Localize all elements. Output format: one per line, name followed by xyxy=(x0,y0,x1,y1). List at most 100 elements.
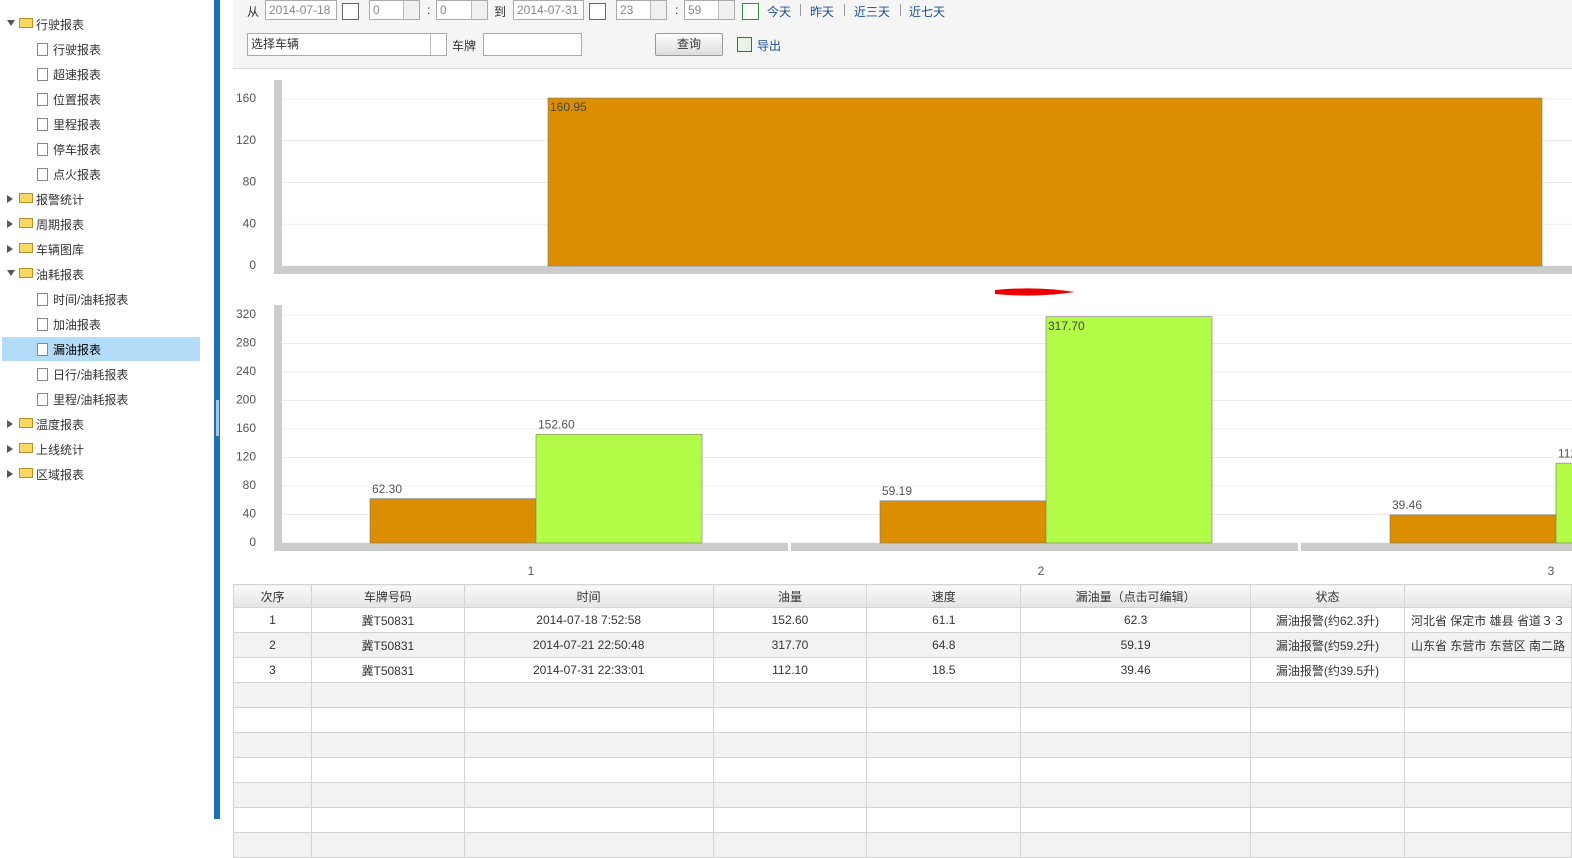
tree-item[interactable]: 超速报表 xyxy=(53,68,102,82)
table-cell: 3 xyxy=(233,657,312,683)
empty-row xyxy=(233,732,1572,758)
calendar-icon[interactable] xyxy=(342,3,359,20)
tree-toggle[interactable] xyxy=(7,270,15,276)
column-header: 次序 xyxy=(233,584,312,608)
tree-toggle[interactable] xyxy=(7,470,13,478)
start-date[interactable]: 2014-07-18 xyxy=(265,0,337,20)
tree-folder[interactable]: 报警统计 xyxy=(36,193,85,207)
table-cell xyxy=(712,682,868,708)
quick-link[interactable]: 近七天 xyxy=(909,5,946,19)
table-row[interactable]: 3 冀T50831 2014-07-31 22:33:01 112.10 18.5 39.… xyxy=(233,657,1572,683)
table-row[interactable]: 1 冀T50831 2014-07-18 7:52:58 152.60 61.1 62.3… xyxy=(233,607,1572,633)
table-cell: 112.10 xyxy=(712,657,868,683)
x-axis xyxy=(282,266,1572,274)
chart-group: 0 40 80 120 160 160.95 0 40 80 120 160 200 240 280 320… xyxy=(236,80,1572,578)
tree-folder[interactable]: 行驶报表 xyxy=(36,18,85,32)
tree-folder[interactable]: 车辆图库 xyxy=(36,243,85,257)
empty-row xyxy=(233,782,1572,808)
spinner[interactable] xyxy=(471,1,487,19)
tree-folder[interactable]: 上线统计 xyxy=(36,443,85,457)
value-label: 59.19 xyxy=(882,484,912,498)
start-minute[interactable]: 0 xyxy=(436,0,488,20)
quick-link[interactable]: 近三天 xyxy=(854,5,891,19)
plate-input[interactable] xyxy=(483,33,582,56)
end-minute[interactable]: 59 xyxy=(684,0,735,20)
table-cell xyxy=(712,757,868,783)
end-hour[interactable]: 23 xyxy=(616,0,667,20)
table-cell: 59.19 xyxy=(1020,632,1252,658)
tree-folder[interactable]: 周期报表 xyxy=(36,218,85,232)
table-cell xyxy=(712,782,868,808)
tree-item[interactable]: 时间/油耗报表 xyxy=(53,293,129,307)
column-header: 状态 xyxy=(1250,584,1405,608)
table-cell xyxy=(1403,682,1572,708)
tree-item[interactable]: 位置报表 xyxy=(53,93,102,107)
folder-icon xyxy=(19,193,33,203)
spinner[interactable] xyxy=(718,1,734,19)
tree-toggle[interactable] xyxy=(7,195,13,203)
column-header: 速度 xyxy=(866,584,1022,608)
end-date-text: 2014-07-31 xyxy=(517,3,579,17)
spinner[interactable] xyxy=(650,1,666,19)
folder-icon xyxy=(19,268,33,278)
query-button[interactable]: 查询 xyxy=(655,33,723,56)
tree-item[interactable]: 里程报表 xyxy=(53,118,102,132)
bar xyxy=(1045,316,1213,544)
doc-icon xyxy=(37,343,48,356)
tree-toggle[interactable] xyxy=(7,420,13,428)
y-tick-label: 40 xyxy=(243,216,257,230)
export-icon[interactable] xyxy=(737,37,752,52)
value-label: 160.95 xyxy=(550,100,587,114)
table-cell xyxy=(463,732,714,758)
tree-folder[interactable]: 温度报表 xyxy=(36,418,85,432)
end-date[interactable]: 2014-07-31 xyxy=(513,0,584,20)
query-button-text: 查询 xyxy=(676,37,701,51)
table-cell xyxy=(1403,707,1572,733)
tree-item[interactable]: 停车报表 xyxy=(53,143,102,157)
from-label: 从 xyxy=(247,5,260,19)
y-tick-label: 40 xyxy=(243,507,257,521)
table-cell xyxy=(310,682,465,708)
y-tick-label: 80 xyxy=(243,175,257,189)
tree-toggle[interactable] xyxy=(7,20,15,26)
tree-item[interactable]: 点火报表 xyxy=(53,168,102,182)
tree-item[interactable]: 漏油报表 xyxy=(53,343,102,357)
tree-item[interactable]: 里程/油耗报表 xyxy=(53,393,129,407)
quick-link[interactable]: 今天 xyxy=(767,5,792,19)
table-cell xyxy=(866,707,1022,733)
tree-folder[interactable]: 油耗报表 xyxy=(36,268,85,282)
quick-link[interactable]: 昨天 xyxy=(810,5,835,19)
tree-toggle[interactable] xyxy=(7,445,13,453)
bar xyxy=(547,97,1543,267)
tree-item[interactable]: 日行/油耗报表 xyxy=(53,368,129,382)
time-separator: : xyxy=(427,3,431,17)
tree-toggle[interactable] xyxy=(7,220,13,228)
table-cell xyxy=(866,732,1022,758)
calendar-icon[interactable] xyxy=(589,3,606,20)
table-row[interactable]: 2 冀T50831 2014-07-21 22:50:48 317.70 64.8 59.… xyxy=(233,632,1572,658)
table-cell: 河北省 保定市 雄县 省道３３ xyxy=(1403,607,1572,633)
table-cell xyxy=(866,782,1022,808)
empty-row xyxy=(233,807,1572,833)
table-cell: 1 xyxy=(233,607,312,633)
vehicle-select[interactable]: 选择车辆 xyxy=(247,33,447,56)
spinner[interactable] xyxy=(403,1,419,19)
dropdown-arrow[interactable] xyxy=(430,34,446,55)
x-tick-label: 3 xyxy=(1548,564,1555,578)
table-cell: 64.8 xyxy=(866,632,1022,658)
folder-icon xyxy=(19,443,33,453)
table-cell xyxy=(1250,782,1405,808)
table-cell xyxy=(463,807,714,833)
tree-toggle[interactable] xyxy=(7,245,13,253)
today-icon[interactable] xyxy=(742,3,759,20)
data-table: 次序 车牌号码 时间 油量 速度 漏油量（点击可编辑） 状态 1 冀T50831 2014-07-… xyxy=(233,584,1572,858)
end-hour-text: 23 xyxy=(620,3,634,17)
table-cell xyxy=(1250,732,1405,758)
export-link[interactable]: 导出 xyxy=(757,39,782,53)
tree-item[interactable]: 行驶报表 xyxy=(53,43,102,57)
tree-item[interactable]: 加油报表 xyxy=(53,318,102,332)
start-hour[interactable]: 0 xyxy=(369,0,420,20)
table-cell: 2 xyxy=(233,632,312,658)
tree-folder[interactable]: 区域报表 xyxy=(36,468,85,482)
doc-icon xyxy=(37,293,48,306)
